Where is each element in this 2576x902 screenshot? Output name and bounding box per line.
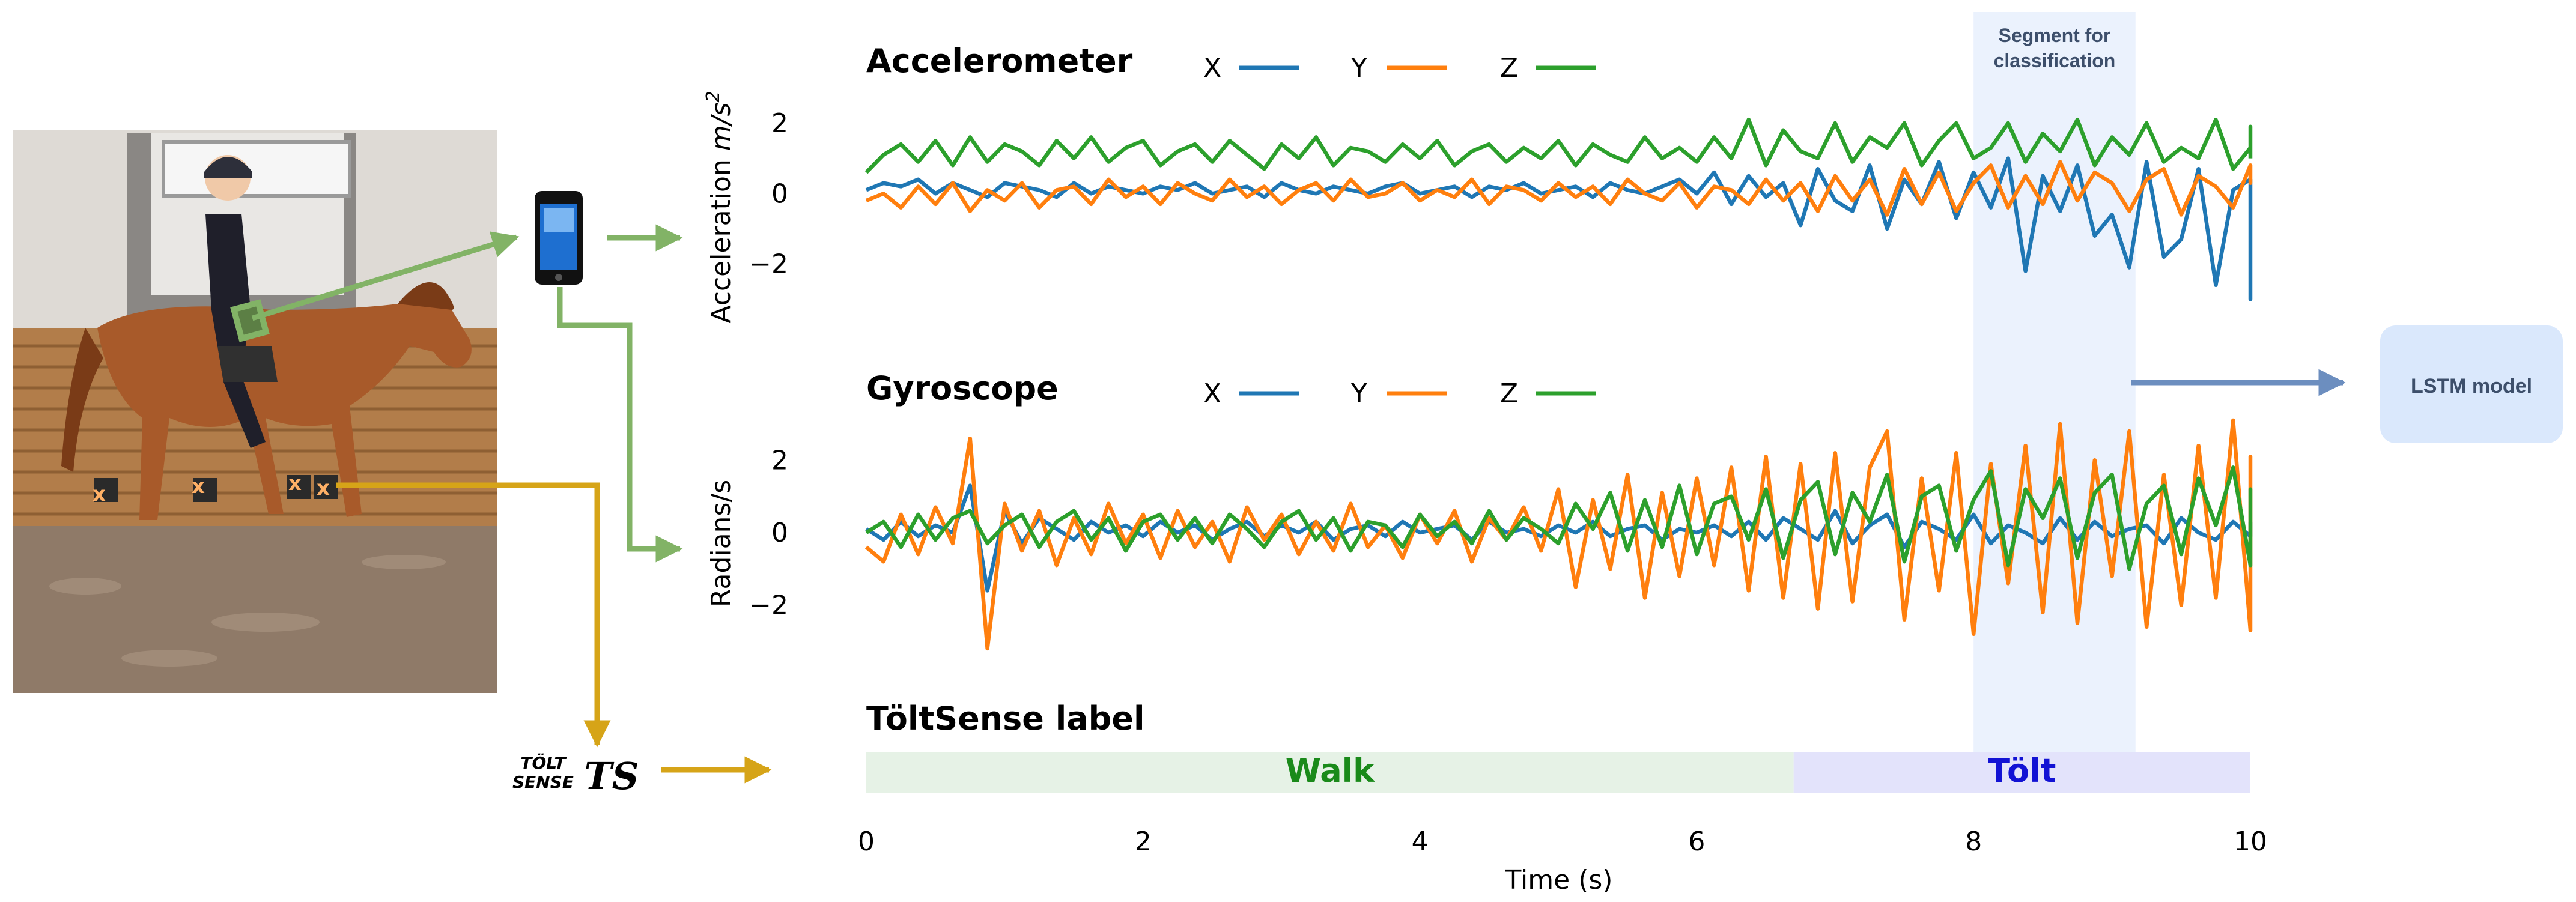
toltsense-logo: TÖLT SENSE TS — [512, 752, 639, 798]
x-tick-0: 0 — [858, 826, 875, 857]
gyroscope-y-axis-label: Radians/s — [706, 480, 737, 607]
label-segment-text-0: Walk — [1286, 752, 1376, 790]
label-panel: TöltSense label Walk Tölt 0 2 4 6 8 10 Time (s… — [858, 700, 2267, 895]
gyroscope-ytick-1: 0 — [771, 518, 788, 548]
x-tick-5: 10 — [2234, 826, 2267, 857]
acc-ylabel-exp: 2 — [703, 91, 724, 102]
svg-text:x: x — [93, 482, 106, 506]
svg-text:x: x — [288, 471, 302, 495]
legend-y-label: Y — [1350, 53, 1367, 83]
gyroscope-legend: X Y Z — [1203, 378, 1596, 409]
gyroscope-series-x-line — [865, 483, 2253, 593]
accelerometer-series-y-line — [865, 160, 2253, 217]
segment-label-line2: classification — [1994, 50, 2116, 71]
legend-z-label: Z — [1500, 378, 1518, 409]
accelerometer-y-axis-label: Acceleration m/s2 — [703, 91, 737, 323]
logo-line1: TÖLT — [520, 752, 567, 773]
accelerometer-panel: Accelerometer X Y Z 2 0 −2 Acceleration m/… — [703, 42, 2253, 324]
accelerometer-ytick-0: 2 — [771, 108, 788, 139]
sensor-to-toltsense-arrow — [336, 482, 611, 748]
svg-text:Acceleration m/s2: Acceleration m/s2 — [703, 91, 737, 323]
label-segment-walk — [866, 752, 1794, 793]
x-tick-3: 6 — [1688, 826, 1705, 857]
lstm-model-label: LSTM model — [2411, 375, 2532, 398]
legend-y-label: Y — [1350, 378, 1367, 409]
gyr-ylabel: Radians/s — [706, 480, 737, 607]
svg-text:x: x — [317, 476, 330, 500]
accelerometer-ytick-1: 0 — [771, 178, 788, 209]
acc-ylabel-prefix: Acceleration — [706, 151, 737, 323]
x-axis-label: Time (s) — [1505, 865, 1613, 895]
acc-ylabel-unit: m/s — [706, 103, 737, 151]
gyroscope-ytick-2: −2 — [749, 590, 788, 621]
lstm-model-box: LSTM model — [2380, 325, 2563, 443]
logo-line2: SENSE — [512, 772, 574, 792]
label-title: TöltSense label — [866, 700, 1144, 737]
label-segment-text-1: Tölt — [1988, 752, 2056, 790]
segment-label-line1: Segment for — [1999, 25, 2111, 46]
classification-segment-band — [1973, 12, 2136, 752]
accelerometer-legend: X Y Z — [1203, 53, 1596, 83]
gyroscope-title: Gyroscope — [866, 369, 1059, 407]
gyroscope-panel: Gyroscope X Y Z 2 0 −2 Radians/s — [706, 369, 2253, 651]
gyroscope-series-y-line — [864, 418, 2253, 651]
x-tick-1: 2 — [1135, 826, 1152, 857]
x-tick-4: 8 — [1965, 826, 1982, 857]
gyroscope-series-z-line — [865, 465, 2253, 571]
accelerometer-series-z-line — [864, 117, 2253, 174]
accelerometer-ytick-2: −2 — [749, 249, 788, 280]
label-segment-tölt — [1793, 752, 2250, 793]
phone-to-gyroscope-arrow — [557, 287, 683, 563]
logo-mark: TS — [585, 754, 639, 798]
legend-z-label: Z — [1500, 53, 1518, 83]
x-tick-2: 4 — [1412, 826, 1429, 857]
legend-x-label: X — [1203, 378, 1221, 409]
legend-x-label: X — [1203, 53, 1221, 83]
gyroscope-ytick-0: 2 — [771, 445, 788, 476]
svg-text:x: x — [192, 474, 205, 498]
accelerometer-title: Accelerometer — [866, 42, 1133, 80]
phone — [251, 191, 583, 321]
phone-mount-arrow — [251, 231, 520, 321]
